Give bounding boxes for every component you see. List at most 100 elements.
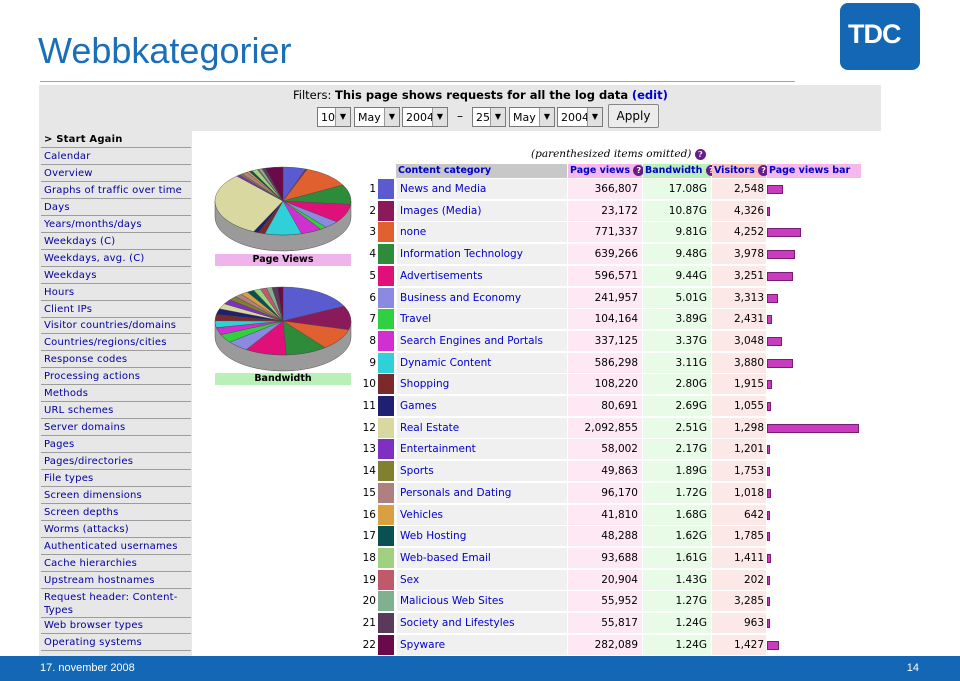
header-page-views[interactable]: Page views ?: [568, 164, 645, 178]
filter-label: Filters:: [293, 88, 332, 102]
menu-item[interactable]: File types: [41, 471, 191, 487]
category-name: Sports: [397, 461, 567, 482]
menu-item[interactable]: Visitor countries/domains: [41, 318, 191, 335]
header-content-category[interactable]: Content category: [396, 164, 567, 178]
row-number: 4: [369, 248, 376, 261]
table-row: 22 Spyware 282,089 1.24G 1,427: [39, 634, 881, 656]
page-views-value: 20,904: [568, 569, 642, 590]
page-views-bar: [767, 228, 801, 238]
menu-item[interactable]: Pages: [41, 437, 191, 454]
page-views-value: 108,220: [568, 374, 642, 395]
analog-report-screenshot: Filters: This page shows requests for al…: [39, 85, 881, 656]
page-views-value: 639,266: [568, 244, 642, 265]
visitors-value: 1,201: [712, 439, 766, 460]
category-name: Malicious Web Sites: [397, 591, 567, 612]
visitors-value: 3,313: [712, 287, 766, 308]
visitors-value: 3,048: [712, 330, 766, 351]
to-day-select[interactable]: 25 ▼: [472, 107, 506, 127]
menu-item[interactable]: Operating systems: [41, 635, 191, 651]
menu-item[interactable]: Server domains: [41, 420, 191, 437]
header-visitors[interactable]: Visitors ?: [712, 164, 770, 178]
from-day-select[interactable]: 10 ▼: [317, 107, 351, 127]
page-views-bar: [767, 185, 784, 194]
menu-item[interactable]: Processing actions: [41, 369, 191, 386]
menu-item[interactable]: Pages/directories: [41, 454, 191, 471]
menu-item[interactable]: Screen depths: [41, 505, 191, 521]
category-name: Sex: [397, 569, 567, 590]
slide-title: Webbkategorier: [38, 30, 292, 71]
menu-item[interactable]: Years/months/days: [41, 217, 191, 233]
visitors-value: 3,978: [712, 244, 766, 265]
page-views-bar: [767, 293, 778, 303]
menu-item[interactable]: Authenticated usernames: [41, 539, 191, 555]
to-month-select[interactable]: May ▼: [509, 107, 555, 127]
bandwidth-value: 2.69G: [643, 396, 711, 416]
logo-text: TDC: [848, 19, 901, 49]
row-number: 1: [369, 183, 376, 195]
category-color-swatch: [378, 374, 394, 395]
page-views-bar: [767, 619, 770, 628]
visitors-value: 3,285: [712, 591, 766, 612]
menu-item[interactable]: URL schemes: [41, 403, 191, 420]
menu-item[interactable]: Methods: [41, 386, 191, 403]
menu-item[interactable]: Screen dimensions: [41, 488, 191, 504]
bandwidth-value: 1.61G: [643, 547, 711, 568]
category-color-swatch: [378, 396, 394, 416]
page-views-value: 41,810: [568, 504, 642, 525]
menu-item[interactable]: Weekdays: [41, 268, 191, 284]
category-name: Society and Lifestyles: [397, 613, 567, 633]
category-name: Shopping: [397, 374, 567, 395]
page-views-bar: [767, 423, 859, 433]
page-views-value: 93,688: [568, 547, 642, 568]
menu-item[interactable]: Weekdays (C): [41, 234, 191, 250]
from-year-select[interactable]: 2004 ▼: [402, 107, 448, 127]
page-views-value: 337,125: [568, 330, 642, 351]
filter-edit-link[interactable]: (edit): [631, 88, 668, 102]
menu-item[interactable]: Calendar: [41, 149, 191, 165]
menu-item[interactable]: Hours: [41, 285, 191, 301]
page-views-bar-cell: [767, 179, 861, 199]
tdc-logo: TDC: [840, 3, 920, 70]
bandwidth-value: 3.89G: [643, 309, 711, 330]
bandwidth-pie-label: Bandwidth: [215, 373, 351, 385]
help-icon[interactable]: ?: [758, 165, 770, 176]
help-icon[interactable]: ?: [694, 148, 706, 160]
menu-item[interactable]: Overview: [41, 166, 191, 182]
table-row: 9 Dynamic Content 586,298 3.11G 3,880: [39, 352, 881, 375]
page-views-bar: [767, 250, 796, 260]
page-views-bar: [767, 271, 794, 281]
table-row: 20 Malicious Web Sites 55,952 1.27G 3,285: [39, 591, 881, 613]
menu-item[interactable]: Graphs of traffic over time: [41, 183, 191, 199]
row-number: 11: [362, 400, 376, 412]
from-month-select[interactable]: May ▼: [354, 107, 400, 127]
page-views-bar: [767, 336, 782, 346]
bandwidth-value: 1.27G: [643, 591, 711, 612]
menu-item[interactable]: Response codes: [41, 352, 191, 369]
filter-bar: Filters: This page shows requests for al…: [39, 85, 881, 131]
page-views-bar: [767, 488, 772, 498]
to-year-select[interactable]: 2004 ▼: [557, 107, 603, 127]
menu-item[interactable]: Client IPs: [41, 302, 191, 318]
menu-item[interactable]: Days: [41, 200, 191, 216]
page-views-pie: [213, 163, 353, 259]
help-icon[interactable]: ?: [633, 165, 645, 176]
menu-item[interactable]: Worms (attacks): [41, 522, 191, 538]
bandwidth-value: 1.43G: [643, 569, 711, 590]
page-views-value: 104,164: [568, 309, 642, 330]
apply-button[interactable]: Apply: [608, 104, 659, 128]
header-bandwidth[interactable]: Bandwidth ?: [643, 164, 717, 178]
table-row: 3 none 771,337 9.81G 4,252: [39, 222, 881, 244]
menu-item[interactable]: Upstream hostnames: [41, 573, 191, 589]
bandwidth-value: 1.24G: [643, 634, 711, 655]
menu-item[interactable]: Weekdays, avg. (C): [41, 251, 191, 267]
menu-item[interactable]: Web browser types: [41, 618, 191, 634]
navigation-menu: > Start Again Calendar Overview Graphs of t…: [39, 131, 192, 656]
menu-item[interactable]: > Start Again: [41, 132, 191, 148]
page-views-value: 241,957: [568, 287, 642, 308]
menu-item[interactable]: Countries/regions/cities: [41, 335, 191, 352]
menu-item[interactable]: Cache hierarchies: [41, 556, 191, 572]
menu-item[interactable]: Request header: Content-Types: [41, 590, 191, 618]
help-icon[interactable]: ?: [705, 165, 717, 176]
category-color-swatch: [378, 482, 394, 503]
bandwidth-value: 9.44G: [643, 265, 711, 286]
